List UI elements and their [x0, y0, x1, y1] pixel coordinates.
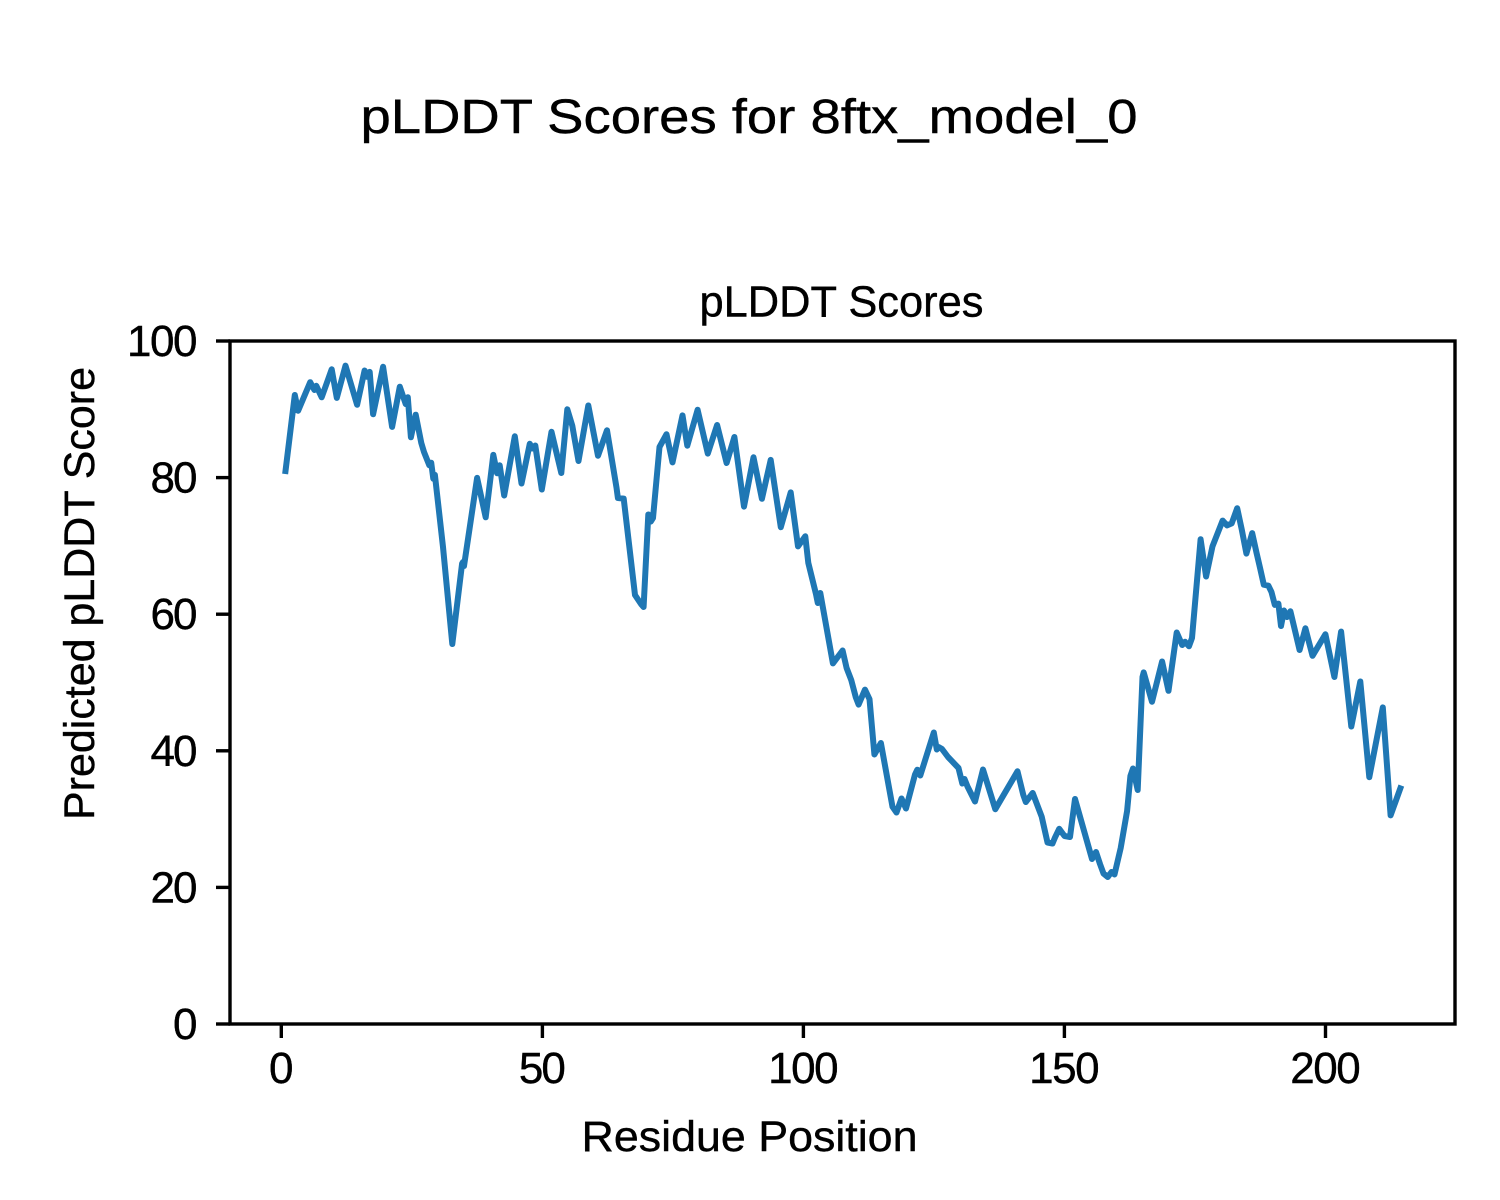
svg-text:50: 50 [519, 1044, 566, 1093]
svg-text:0: 0 [269, 1044, 293, 1093]
svg-text:80: 80 [151, 454, 198, 503]
svg-text:100: 100 [127, 317, 198, 366]
svg-text:0: 0 [173, 1000, 197, 1049]
svg-text:Residue Position: Residue Position [582, 1113, 918, 1161]
svg-text:100: 100 [768, 1044, 839, 1093]
svg-text:pLDDT Scores for 8ftx_model_0: pLDDT Scores for 8ftx_model_0 [361, 91, 1138, 144]
svg-text:150: 150 [1029, 1044, 1100, 1093]
svg-text:40: 40 [151, 727, 198, 776]
svg-text:pLDDT Scores: pLDDT Scores [700, 278, 984, 327]
svg-text:200: 200 [1290, 1044, 1361, 1093]
svg-text:60: 60 [151, 590, 198, 639]
svg-text:Predicted pLDDT Score: Predicted pLDDT Score [56, 367, 104, 820]
svg-text:20: 20 [151, 863, 198, 912]
